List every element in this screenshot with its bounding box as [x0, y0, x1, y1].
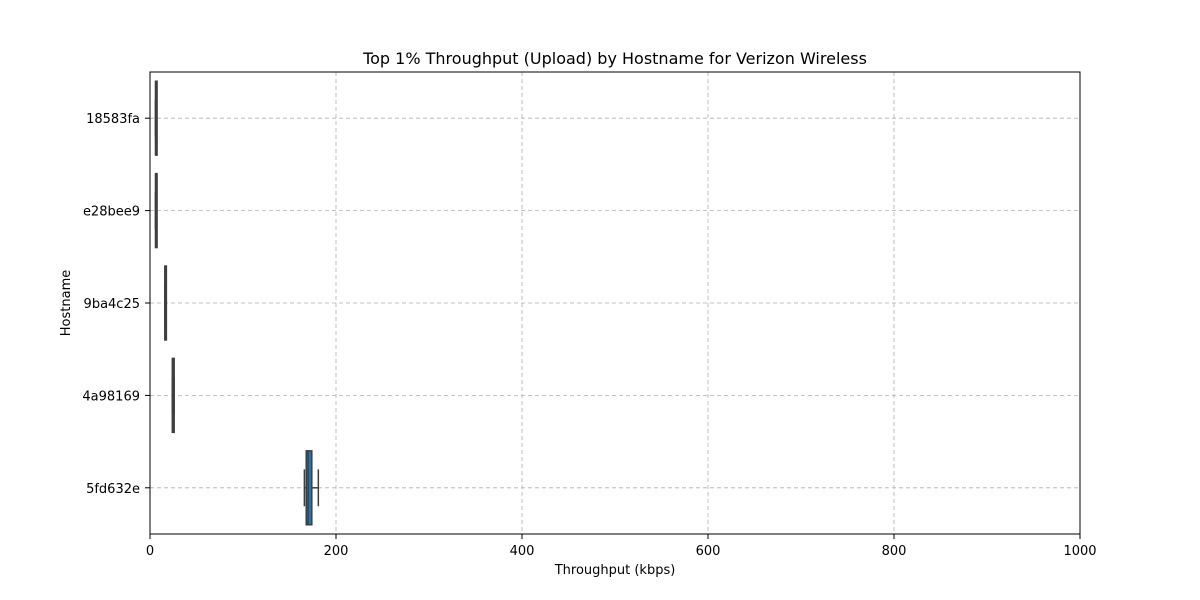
y-tick-label: 9ba4c25 [84, 297, 140, 312]
x-tick-label: 200 [324, 544, 349, 559]
box-e28bee9 [154, 172, 158, 249]
x-axis-label: Throughput (kbps) [554, 563, 676, 578]
y-axis-label: Hostname [59, 270, 74, 336]
x-tick-label: 400 [510, 544, 535, 559]
box-4a98169 [171, 357, 175, 434]
box-body [305, 450, 313, 526]
x-tick-label: 1000 [1063, 544, 1096, 559]
y-tick-label: e28bee9 [83, 205, 140, 220]
x-tick-label: 800 [882, 544, 907, 559]
box-layer [154, 80, 320, 526]
x-tick-label: 600 [696, 544, 721, 559]
chart-title: Top 1% Throughput (Upload) by Hostname f… [362, 49, 867, 68]
box-18583fa [154, 80, 158, 156]
x-ticks: 0 200 400 600 800 1000 [146, 534, 1097, 559]
grid-layer [149, 72, 1081, 534]
y-tick-label: 18583fa [86, 112, 140, 127]
box-9ba4c25 [164, 265, 168, 341]
y-tick-label: 5fd632e [86, 482, 140, 497]
y-ticks: 18583fa e28bee9 9ba4c25 4a98169 5fd632e [82, 112, 150, 497]
y-tick-label: 4a98169 [82, 389, 140, 404]
box-5fd632e [303, 450, 320, 526]
x-tick-label: 0 [146, 544, 154, 559]
